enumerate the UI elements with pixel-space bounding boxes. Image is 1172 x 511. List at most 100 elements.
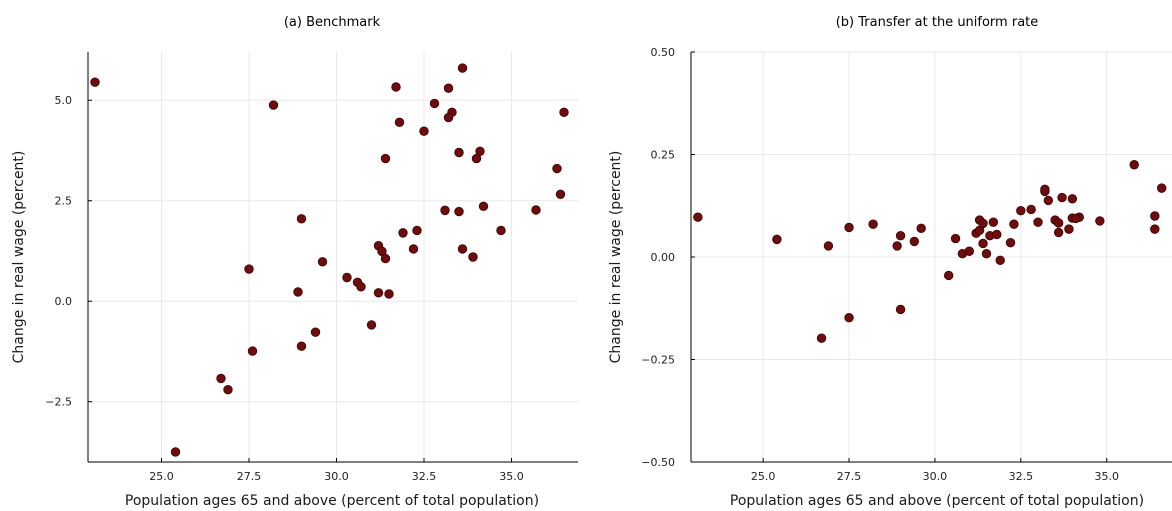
x-tick-label: 35.0 — [499, 470, 524, 483]
x-tick-labels: 25.0 27.5 30.0 32.5 35.0 — [149, 470, 524, 483]
y-tick-label: −2.5 — [45, 396, 72, 409]
data-point — [296, 341, 307, 351]
y-tick-label: 0.25 — [651, 149, 676, 162]
x-tick-label: 25.0 — [751, 470, 776, 483]
data-point — [895, 230, 906, 241]
y-tick-labels: −0.50 −0.25 0.00 0.25 0.50 — [641, 46, 675, 469]
x-tick-label: 35.0 — [1094, 470, 1119, 483]
data-point — [443, 83, 454, 93]
data-point — [380, 253, 391, 264]
data-point — [471, 153, 482, 164]
data-point — [693, 212, 703, 222]
data-point — [356, 282, 366, 292]
data-point — [992, 229, 1002, 240]
data-point — [988, 217, 999, 227]
data-point — [555, 189, 566, 199]
data-point — [1057, 192, 1067, 203]
y-tick-label: 2.5 — [55, 195, 73, 208]
data-point — [391, 82, 401, 92]
y-tick-label: 0.0 — [55, 295, 73, 308]
data-point — [170, 447, 181, 457]
panel-transfer-uniform-rate: (b) Transfer at the uniform rate 25.0 27.… — [608, 15, 1172, 509]
data-point — [1071, 213, 1081, 224]
data-point — [429, 98, 440, 109]
data-point — [310, 327, 321, 337]
panel-title: (a) Benchmark — [284, 15, 381, 30]
data-point — [373, 288, 384, 298]
data-point — [823, 241, 834, 251]
data-point — [443, 112, 454, 123]
data-point — [943, 270, 954, 281]
data-point — [1129, 160, 1139, 170]
data-point — [844, 222, 854, 233]
data-point — [1053, 218, 1064, 228]
data-point — [559, 107, 569, 117]
data-point — [408, 244, 419, 254]
data-point — [317, 257, 328, 267]
data-point — [552, 163, 562, 174]
data-points — [693, 160, 1167, 343]
x-tick-label: 30.0 — [923, 470, 948, 483]
data-point — [247, 346, 258, 356]
data-point — [342, 272, 352, 283]
data-point — [1095, 216, 1105, 226]
data-point — [90, 77, 100, 87]
data-point — [950, 233, 961, 244]
data-point — [1009, 219, 1019, 229]
y-tick-label: 0.50 — [651, 46, 676, 59]
data-point — [1026, 204, 1036, 215]
data-point — [1156, 183, 1167, 193]
data-point — [223, 384, 233, 395]
data-point — [1043, 195, 1054, 206]
data-point — [384, 289, 394, 299]
grid — [691, 51, 1172, 463]
data-point — [1064, 224, 1074, 234]
data-point — [909, 236, 920, 247]
data-point — [816, 333, 827, 343]
data-point — [772, 234, 782, 245]
data-point — [478, 201, 489, 212]
data-point — [1150, 211, 1160, 221]
data-point — [981, 249, 992, 259]
data-point — [1053, 227, 1064, 238]
data-point — [978, 218, 988, 229]
data-point — [916, 223, 926, 234]
panel-benchmark: (a) Benchmark 25.0 27.5 30.0 32.5 35.0 −2.5 0… — [11, 15, 578, 509]
axes — [87, 52, 578, 463]
axes — [690, 51, 1172, 463]
data-point — [468, 252, 478, 262]
data-point — [995, 255, 1005, 265]
data-point — [296, 214, 307, 224]
data-point — [978, 238, 988, 249]
x-tick-label: 30.0 — [324, 470, 349, 483]
data-point — [366, 320, 377, 330]
y-tick-label: 0.00 — [651, 251, 676, 264]
data-point — [454, 206, 464, 217]
data-point — [496, 225, 506, 236]
y-tick-label: 5.0 — [55, 94, 73, 107]
data-point — [412, 225, 422, 236]
data-point — [895, 304, 906, 315]
y-axis-label: Change in real wage (percent) — [608, 151, 624, 364]
y-tick-label: −0.50 — [641, 456, 675, 469]
data-point — [440, 205, 450, 216]
x-tick-labels: 25.0 27.5 30.0 32.5 35.0 — [751, 470, 1119, 483]
data-point — [892, 241, 902, 251]
data-points — [90, 63, 569, 457]
data-point — [380, 153, 391, 164]
x-axis-label: Population ages 65 and above (percent of… — [125, 493, 539, 509]
data-point — [868, 219, 878, 229]
data-point — [454, 147, 464, 158]
y-axis-label: Change in real wage (percent) — [11, 151, 27, 364]
x-tick-label: 27.5 — [837, 470, 862, 483]
data-point — [216, 373, 226, 384]
data-point — [293, 287, 303, 297]
data-point — [1005, 237, 1016, 248]
x-tick-label: 32.5 — [412, 470, 437, 483]
data-point — [268, 100, 279, 110]
data-point — [1067, 194, 1078, 204]
data-point — [1016, 205, 1026, 216]
data-point — [457, 63, 468, 73]
data-point — [531, 205, 541, 215]
